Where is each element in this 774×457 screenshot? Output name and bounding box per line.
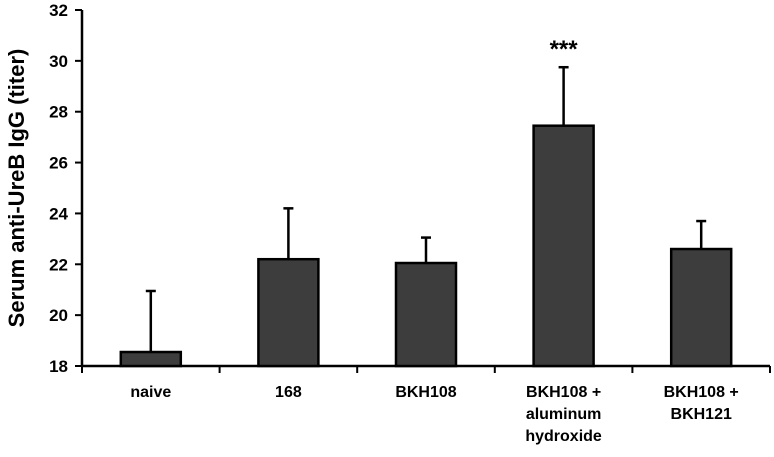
y-tick-label: 30 <box>49 52 68 71</box>
x-tick-label: aluminum <box>526 406 602 423</box>
error-bars <box>145 65 707 353</box>
x-tick-label: BKH108 + <box>664 384 739 401</box>
y-tick-label: 20 <box>49 306 68 325</box>
x-tick-label: hydroxide <box>525 428 602 445</box>
bar <box>257 257 320 368</box>
x-tick-label: BKH121 <box>671 406 732 423</box>
y-axis: 18 20 22 24 26 28 30 32 <box>49 1 84 376</box>
y-tick-label: 22 <box>49 255 68 274</box>
y-tick-label: 32 <box>49 1 68 20</box>
x-tick-label: naive <box>130 384 171 401</box>
x-tick-label: BKH108 <box>395 384 456 401</box>
y-tick-label: 24 <box>49 204 68 223</box>
y-tick-label: 18 <box>49 357 68 376</box>
x-tick-label: BKH108 + <box>526 384 601 401</box>
x-tick-label: 168 <box>275 384 302 401</box>
y-tick-label: 28 <box>49 103 68 122</box>
bar <box>532 124 595 368</box>
bar <box>669 247 733 368</box>
bar <box>119 350 183 368</box>
annotations: *** <box>550 36 579 63</box>
x-axis: naive 168 BKH108 BKH108 + aluminum hydroxide B… <box>81 364 771 445</box>
bar <box>394 261 458 368</box>
y-axis-title: Serum anti-UreB IgG (titer) <box>4 49 29 328</box>
y-tick-label: 26 <box>49 154 68 173</box>
significance-label: *** <box>550 36 579 63</box>
